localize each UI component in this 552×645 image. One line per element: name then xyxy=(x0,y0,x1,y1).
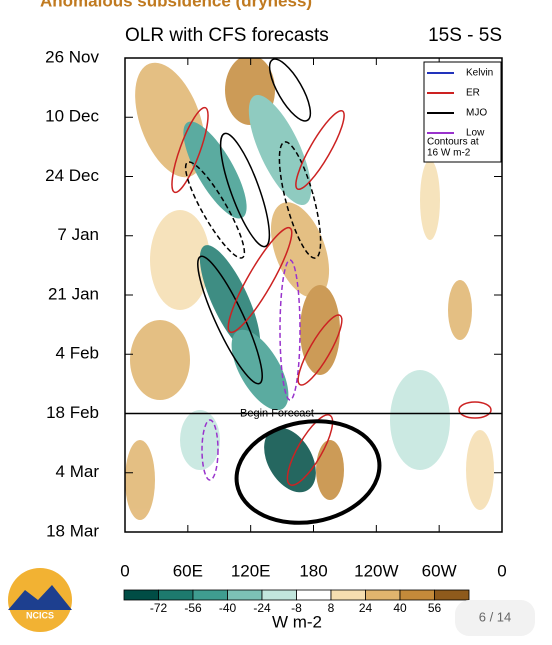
colorbar-cell xyxy=(192,589,228,601)
y-tick-label: 10 Dec xyxy=(45,107,99,126)
chart-title: OLR with CFS forecasts xyxy=(125,25,329,46)
page-indicator-bg xyxy=(455,600,535,636)
colorbar-cell xyxy=(123,589,159,601)
colorbar-cell xyxy=(434,589,470,601)
colorbar-tick-label: 24 xyxy=(359,601,373,615)
legend-label: MJO xyxy=(466,108,487,119)
colorbar-cell xyxy=(261,589,297,601)
x-tick-label: 60E xyxy=(173,561,203,580)
legend-note: 16 W m-2 xyxy=(427,148,471,159)
legend-label: ER xyxy=(466,88,480,99)
colorbar-cell xyxy=(227,589,263,601)
x-tick-label: 0 xyxy=(120,561,129,580)
y-tick-label: 18 Feb xyxy=(46,403,99,422)
colorbar-cell xyxy=(330,589,366,601)
x-tick-label: 120E xyxy=(231,561,271,580)
legend-label: Kelvin xyxy=(466,68,493,79)
forecast-label: Begin Forecast xyxy=(240,407,314,419)
banner: Anomalous subsidence (dryness) xyxy=(40,0,312,10)
logo-mountains xyxy=(8,585,72,610)
colorbar-cell xyxy=(296,589,332,601)
x-tick-label: 60W xyxy=(422,561,457,580)
colorbar-tick-label: 40 xyxy=(393,601,407,615)
contours xyxy=(171,58,492,525)
colorbar-cell xyxy=(399,589,435,601)
colorbar-tick-label: -8 xyxy=(291,601,302,615)
colorbar-label: W m-2 xyxy=(272,612,322,631)
axes: 0 60E 120E 180 120W 60W 0 26 Nov 10 Dec 24 Dec 7 J… xyxy=(45,47,507,631)
x-tick-label: 120W xyxy=(354,561,398,580)
x-tick-label: 0 xyxy=(497,561,506,580)
page-indicator: 6 / 14 xyxy=(479,609,512,624)
colorbar-tick-label: 8 xyxy=(328,601,335,615)
colorbar-tick-label: -24 xyxy=(253,601,271,615)
colorbar-tick-label: -72 xyxy=(150,601,168,615)
y-tick-label: 24 Dec xyxy=(45,166,99,185)
chart-subtitle: 15S - 5S xyxy=(428,25,502,46)
legend-note: Contours at xyxy=(427,137,479,148)
colorbar-tick-label: -56 xyxy=(184,601,202,615)
y-tick-label: 18 Mar xyxy=(46,521,99,540)
x-tick-label: 180 xyxy=(299,561,327,580)
y-tick-label: 26 Nov xyxy=(45,47,99,66)
colorbar-cell xyxy=(158,589,194,601)
y-tick-label: 21 Jan xyxy=(48,284,99,303)
logo-text: NCICS xyxy=(26,610,54,620)
y-tick-label: 4 Feb xyxy=(56,344,99,363)
y-tick-label: 4 Mar xyxy=(56,462,100,481)
y-tick-label: 7 Jan xyxy=(57,225,99,244)
colorbar-tick-label: -40 xyxy=(219,601,237,615)
legend-label: Low xyxy=(466,128,485,139)
colorbar-cell xyxy=(365,589,401,601)
colorbar-tick-label: 56 xyxy=(428,601,442,615)
